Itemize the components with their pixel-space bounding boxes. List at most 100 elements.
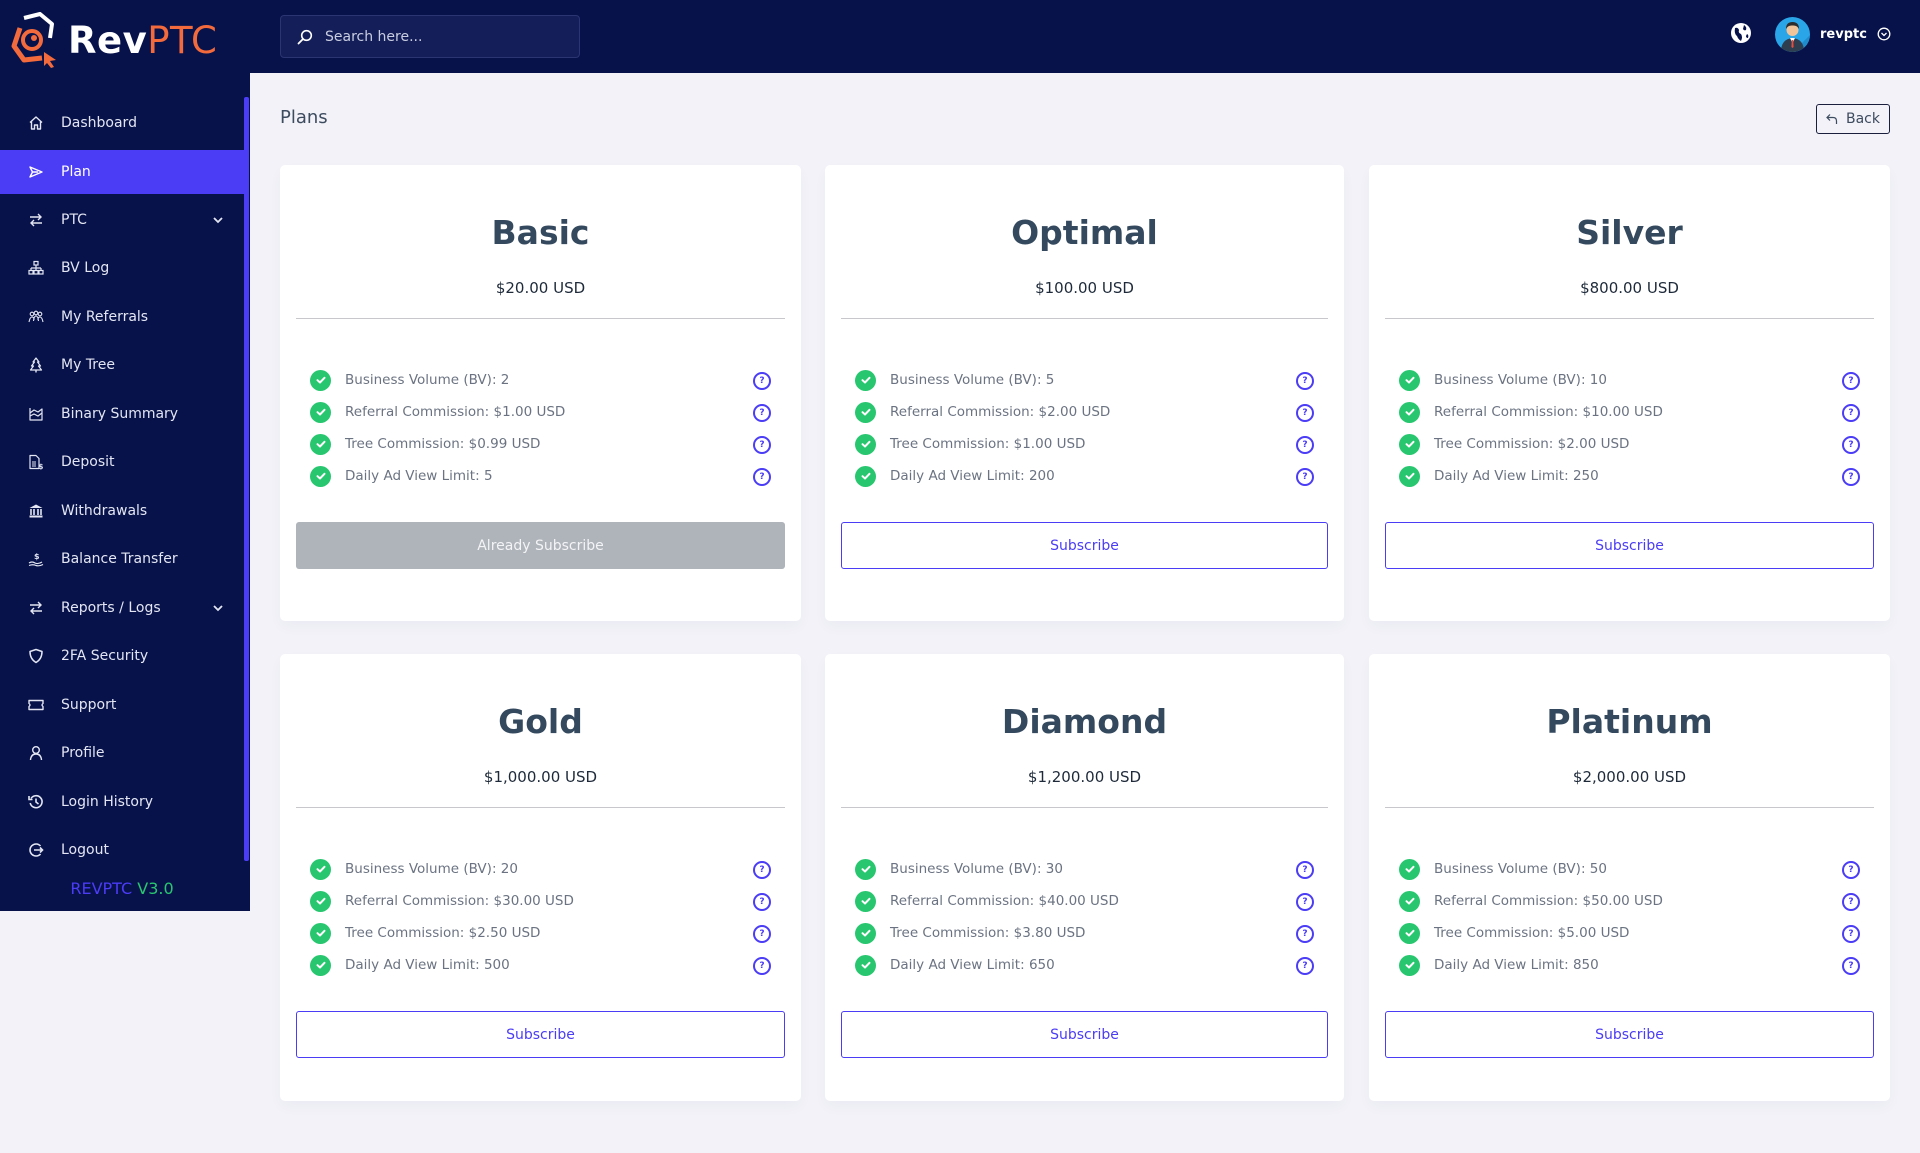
feature-text: Business Volume (BV): 30	[890, 861, 1063, 877]
feature-text: Referral Commission: $30.00 USD	[345, 893, 574, 909]
sidebar-item-my-referrals[interactable]: My Referrals	[0, 295, 244, 339]
sidebar-item-reports-logs[interactable]: Reports / Logs	[0, 586, 244, 630]
sidebar-item-balance-transfer[interactable]: $ Balance Transfer	[0, 537, 244, 581]
check-circle-icon	[855, 369, 876, 391]
question-circle-icon[interactable]: ?	[1842, 468, 1860, 486]
feature-text: Tree Commission: $1.00 USD	[890, 436, 1086, 452]
question-circle-icon[interactable]: ?	[1296, 436, 1314, 454]
logo[interactable]: RevPTC	[10, 12, 217, 68]
sidebar-item-logout[interactable]: Logout	[0, 828, 244, 872]
question-circle-icon[interactable]: ?	[1296, 372, 1314, 390]
feature-text: Tree Commission: $5.00 USD	[1434, 925, 1630, 941]
page-title: Plans	[280, 107, 328, 128]
question-circle-icon[interactable]: ?	[753, 957, 771, 975]
users-icon	[28, 309, 44, 325]
sidebar-item-label: Dashboard	[61, 115, 137, 131]
question-circle-icon[interactable]: ?	[1296, 957, 1314, 975]
question-circle-icon[interactable]: ?	[1842, 404, 1860, 422]
plan-card-diamond: Diamond $1,200.00 USD Business Volume (B…	[825, 654, 1344, 1101]
sidebar-item-ptc[interactable]: PTC	[0, 198, 244, 242]
subscribe-button[interactable]: Subscribe	[1385, 1011, 1874, 1058]
sidebar-item-bv-log[interactable]: BV Log	[0, 246, 244, 290]
sidebar-scrollbar[interactable]	[244, 97, 249, 861]
plan-features: Business Volume (BV): 10? Referral Commis…	[1399, 364, 1860, 492]
chevron-down-icon[interactable]	[212, 214, 224, 226]
sidebar-item-plan[interactable]: Plan	[0, 150, 244, 194]
svg-text:$: $	[39, 463, 44, 470]
divider	[296, 318, 785, 319]
tree-icon	[28, 357, 44, 373]
subscribe-button[interactable]: Subscribe	[841, 1011, 1328, 1058]
feature-item: Daily Ad View Limit: 250?	[1399, 460, 1860, 492]
subscribe-button[interactable]: Subscribe	[296, 1011, 785, 1058]
check-circle-icon	[855, 858, 876, 880]
sidebar-item-label: Profile	[61, 745, 105, 761]
question-circle-icon[interactable]: ?	[1842, 925, 1860, 943]
feature-item: Business Volume (BV): 2?	[310, 364, 771, 396]
divider	[1385, 807, 1874, 808]
feature-text: Referral Commission: $50.00 USD	[1434, 893, 1663, 909]
search-box[interactable]	[280, 15, 580, 58]
check-circle-icon	[855, 922, 876, 944]
logo-icon	[11, 12, 56, 68]
check-circle-icon	[855, 433, 876, 455]
question-circle-icon[interactable]: ?	[1296, 861, 1314, 879]
username[interactable]: revptc	[1820, 26, 1867, 42]
sidebar-item-withdrawals[interactable]: Withdrawals	[0, 489, 244, 533]
subscribe-button[interactable]: Subscribe	[1385, 522, 1874, 569]
subscribe-button[interactable]: Subscribe	[841, 522, 1328, 569]
question-circle-icon[interactable]: ?	[1296, 893, 1314, 911]
sidebar-item-my-tree[interactable]: My Tree	[0, 343, 244, 387]
question-circle-icon[interactable]: ?	[1296, 925, 1314, 943]
question-circle-icon[interactable]: ?	[1296, 404, 1314, 422]
arrows-swap-icon	[28, 212, 44, 228]
sidebar-item-label: Support	[61, 697, 117, 713]
question-circle-icon[interactable]: ?	[1842, 893, 1860, 911]
question-circle-icon[interactable]: ?	[753, 893, 771, 911]
sidebar-item-label: BV Log	[61, 260, 110, 276]
check-circle-icon	[310, 890, 331, 912]
feature-item: Referral Commission: $50.00 USD?	[1399, 885, 1860, 917]
search-input[interactable]	[325, 28, 565, 45]
question-circle-icon[interactable]: ?	[753, 861, 771, 879]
bank-icon	[28, 503, 44, 519]
question-circle-icon[interactable]: ?	[1842, 436, 1860, 454]
question-circle-icon[interactable]: ?	[1842, 861, 1860, 879]
question-circle-icon[interactable]: ?	[753, 372, 771, 390]
sidebar-item-2fa-security[interactable]: 2FA Security	[0, 634, 244, 678]
sidebar-item-binary-summary[interactable]: Binary Summary	[0, 392, 244, 436]
sidebar-item-dashboard[interactable]: Dashboard	[0, 101, 244, 145]
globe-icon[interactable]	[1730, 22, 1752, 44]
feature-item: Tree Commission: $1.00 USD?	[855, 428, 1314, 460]
sidebar-item-label: Plan	[61, 164, 91, 180]
arrows-swap-icon	[28, 600, 44, 616]
plan-card-silver: Silver $800.00 USD Business Volume (BV):…	[1369, 165, 1890, 621]
check-circle-icon	[310, 922, 331, 944]
feature-text: Tree Commission: $2.00 USD	[1434, 436, 1630, 452]
question-circle-icon[interactable]: ?	[753, 436, 771, 454]
sidebar-item-support[interactable]: Support	[0, 683, 244, 727]
back-button[interactable]: Back	[1816, 104, 1890, 134]
sidebar-item-profile[interactable]: Profile	[0, 731, 244, 775]
avatar[interactable]	[1775, 16, 1810, 52]
question-circle-icon[interactable]: ?	[1296, 468, 1314, 486]
svg-text:$: $	[34, 552, 40, 561]
plan-price: $20.00 USD	[495, 279, 586, 297]
sidebar-item-label: Reports / Logs	[61, 600, 161, 616]
plan-card-gold: Gold $1,000.00 USD Business Volume (BV):…	[280, 654, 801, 1101]
already-subscribed-button[interactable]: Already Subscribe	[296, 522, 785, 569]
question-circle-icon[interactable]: ?	[1842, 372, 1860, 390]
chevron-down-icon[interactable]	[212, 602, 224, 614]
question-circle-icon[interactable]: ?	[753, 925, 771, 943]
chevron-down-circle-icon[interactable]	[1877, 27, 1891, 41]
sidebar-item-deposit[interactable]: $ Deposit	[0, 440, 244, 484]
sidebar-item-login-history[interactable]: Login History	[0, 780, 244, 824]
question-circle-icon[interactable]: ?	[753, 404, 771, 422]
feature-text: Daily Ad View Limit: 500	[345, 957, 510, 973]
question-circle-icon[interactable]: ?	[753, 468, 771, 486]
feature-item: Daily Ad View Limit: 650?	[855, 949, 1314, 981]
user-menu[interactable]: revptc	[1775, 16, 1891, 52]
check-circle-icon	[855, 954, 876, 976]
plan-features: Business Volume (BV): 20? Referral Commis…	[310, 853, 771, 981]
question-circle-icon[interactable]: ?	[1842, 957, 1860, 975]
